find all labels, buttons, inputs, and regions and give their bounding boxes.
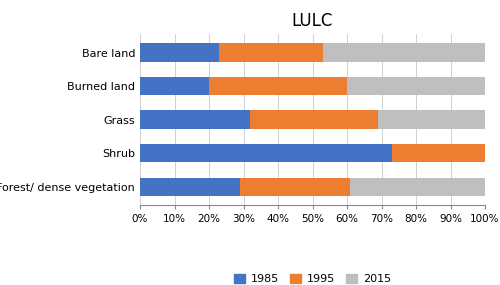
Bar	[220, 43, 323, 62]
Bar	[392, 144, 485, 162]
Bar	[250, 111, 378, 129]
Bar	[140, 178, 240, 196]
Bar	[140, 43, 220, 62]
Bar	[209, 77, 347, 95]
Bar	[240, 178, 350, 196]
Bar	[140, 77, 209, 95]
Bar	[140, 111, 250, 129]
Bar	[350, 178, 485, 196]
Legend: 1985, 1995, 2015: 1985, 1995, 2015	[230, 269, 396, 285]
Bar	[378, 111, 485, 129]
Bar	[347, 77, 485, 95]
Title: LULC: LULC	[292, 12, 333, 30]
Bar	[323, 43, 485, 62]
Bar	[140, 144, 392, 162]
